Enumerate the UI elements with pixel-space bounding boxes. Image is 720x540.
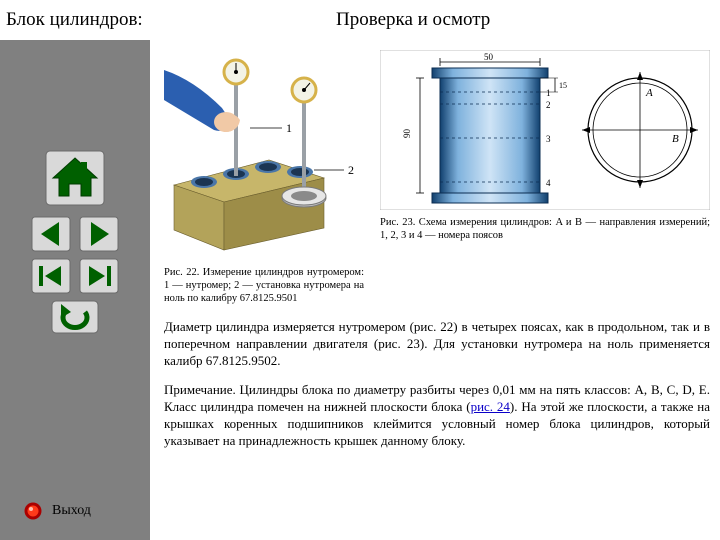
figure-22-caption: Рис. 22. Измерение цилиндров нутромером:… (164, 266, 364, 305)
body-text: Диаметр цилиндра измеряется нутромером (… (164, 319, 710, 449)
svg-text:2: 2 (546, 100, 551, 110)
header: Блок цилиндров: Проверка и осмотр (0, 0, 720, 40)
nav-cluster (30, 150, 120, 334)
paragraph-1: Диаметр цилиндра измеряется нутромером (… (164, 319, 710, 370)
content-area: 1 2 Рис. 22. Измерение цилиндров нутроме… (150, 40, 720, 540)
exit-button[interactable]: Выход (24, 502, 91, 520)
undo-button[interactable] (51, 300, 99, 334)
figure-23: 1 2 3 4 50 15 (380, 50, 710, 305)
home-button[interactable] (45, 150, 105, 206)
svg-text:A: A (645, 87, 653, 99)
figure-23-caption: Рис. 23. Схема измерения цилиндров: A и … (380, 216, 710, 242)
svg-text:90: 90 (402, 129, 412, 139)
first-button[interactable] (31, 258, 71, 294)
exit-label: Выход (52, 503, 91, 519)
svg-text:15: 15 (559, 81, 567, 90)
fig22-label-1: 1 (286, 121, 292, 135)
svg-text:4: 4 (546, 178, 551, 188)
svg-text:50: 50 (484, 52, 494, 62)
figure-22: 1 2 Рис. 22. Измерение цилиндров нутроме… (164, 50, 364, 305)
sidebar: Выход (0, 40, 150, 540)
prev-button[interactable] (31, 216, 71, 252)
header-title-left: Блок цилиндров: (6, 9, 336, 31)
header-title-right: Проверка и осмотр (336, 9, 490, 31)
paragraph-2: Примечание. Цилиндры блока по диаметру р… (164, 382, 710, 450)
svg-text:B: B (672, 133, 679, 145)
exit-icon (24, 502, 42, 520)
svg-text:3: 3 (546, 134, 551, 144)
fig22-label-2: 2 (348, 163, 354, 177)
svg-text:1: 1 (546, 88, 551, 98)
figure-24-link[interactable]: рис. 24 (471, 399, 510, 414)
figure-22-illustration: 1 2 (164, 50, 364, 260)
figure-23-illustration: 1 2 3 4 50 15 (380, 50, 710, 210)
next-button[interactable] (79, 216, 119, 252)
last-button[interactable] (79, 258, 119, 294)
